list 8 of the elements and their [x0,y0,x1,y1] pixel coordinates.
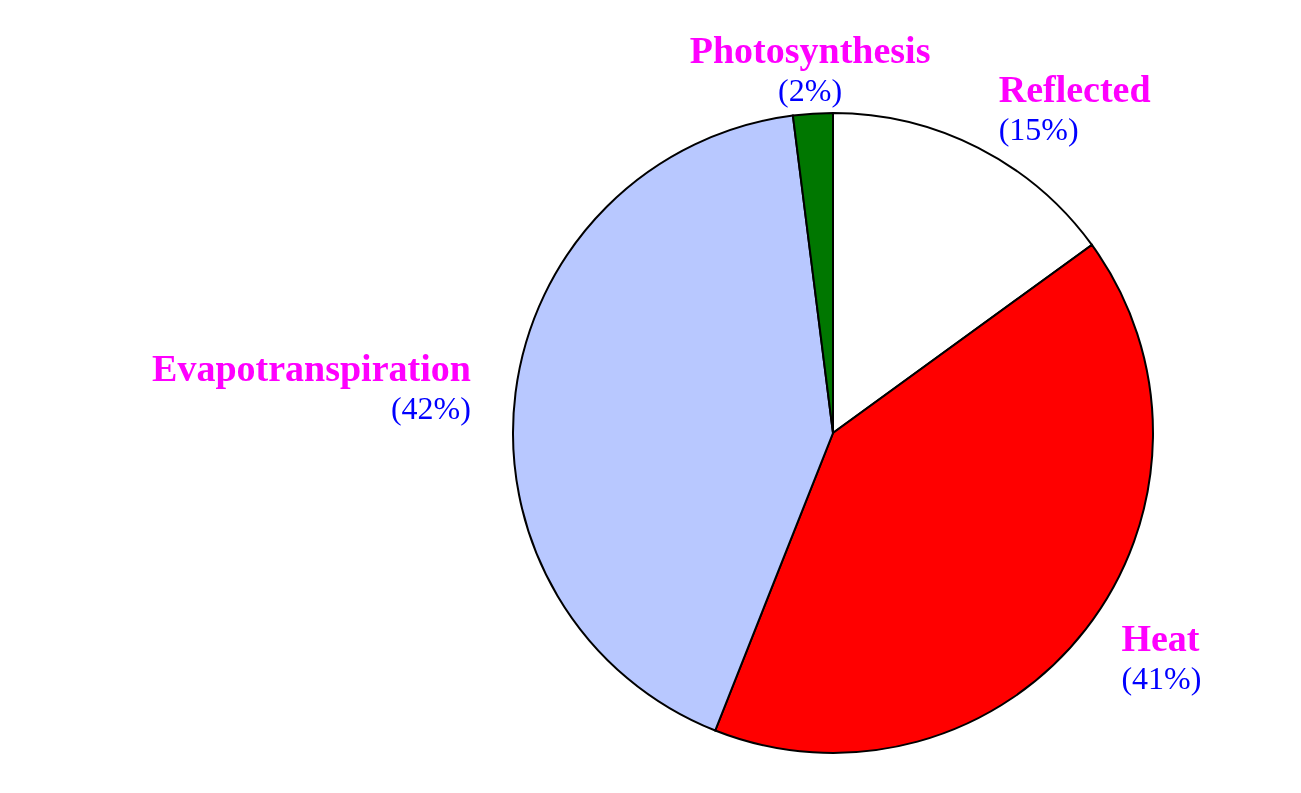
slice-label: Photosynthesis [689,28,931,71]
data-label: (42%) [390,390,471,427]
slice-label: Evapotranspiration [152,347,471,390]
data-label: (41%) [1121,659,1202,696]
slice-label: Reflected [998,67,1151,110]
data-label: (2%) [778,71,843,108]
slice-label: Heat [1121,616,1200,659]
data-label: (15%) [998,110,1079,147]
